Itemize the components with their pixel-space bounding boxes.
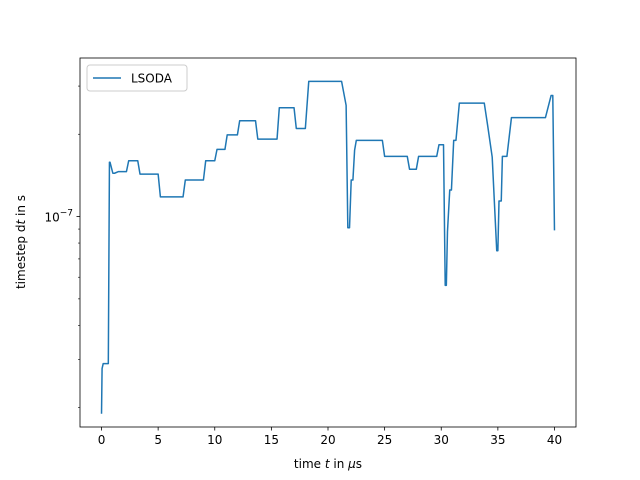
x-tick-label: 35 [490,433,505,447]
legend-box [86,64,188,92]
series-line-lsoda [100,80,556,414]
x-tick-label: 20 [320,433,335,447]
plot-area [100,80,556,414]
y-axis-label: timestep dt in s [14,195,28,289]
x-tick-label: 10 [207,433,222,447]
x-axis-label: time t in μs [294,457,362,471]
x-tick-label: 25 [377,433,392,447]
legend-label-lsoda: LSODA [131,72,173,86]
y-tick-label: 10−7 [44,209,73,225]
x-tick-label: 15 [264,433,279,447]
x-tick-label: 0 [98,433,106,447]
x-tick-label: 40 [547,433,562,447]
legend: LSODA [86,64,188,92]
y-axis-ticks: 10−7 [44,85,80,408]
x-tick-label: 5 [154,433,162,447]
x-tick-label: 30 [434,433,449,447]
x-axis-ticks: 0 5 10 15 20 25 30 35 40 [98,427,562,447]
